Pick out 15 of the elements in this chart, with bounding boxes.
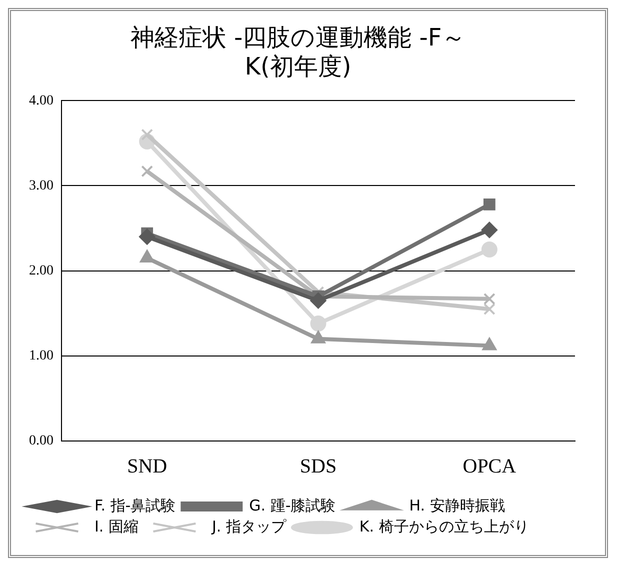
y-tick-label: 4.00 <box>29 93 54 108</box>
x-tick-label: SND <box>127 455 168 478</box>
legend-label: G. 踵-膝試験 <box>249 496 336 514</box>
legend-label: K. 椅子からの立ち上がり <box>359 517 529 536</box>
legend-label: I. 固縮 <box>94 517 138 536</box>
y-tick-label: 3.00 <box>29 178 54 194</box>
legend-label: J. 指タップ <box>210 517 287 536</box>
x-tick-label: SDS <box>300 455 337 478</box>
y-tick-label: 2.00 <box>29 263 54 278</box>
legend-label: H. 安静時振戦 <box>409 496 505 514</box>
legend-label: F. 指-鼻試験 <box>94 496 176 514</box>
y-tick-label: 0.00 <box>29 434 54 449</box>
y-tick-label: 1.00 <box>29 348 54 364</box>
chart-title: 神経症状 -四肢の運動機能 -F～K(初年度) <box>130 24 466 80</box>
x-tick-label: OPCA <box>462 455 517 478</box>
